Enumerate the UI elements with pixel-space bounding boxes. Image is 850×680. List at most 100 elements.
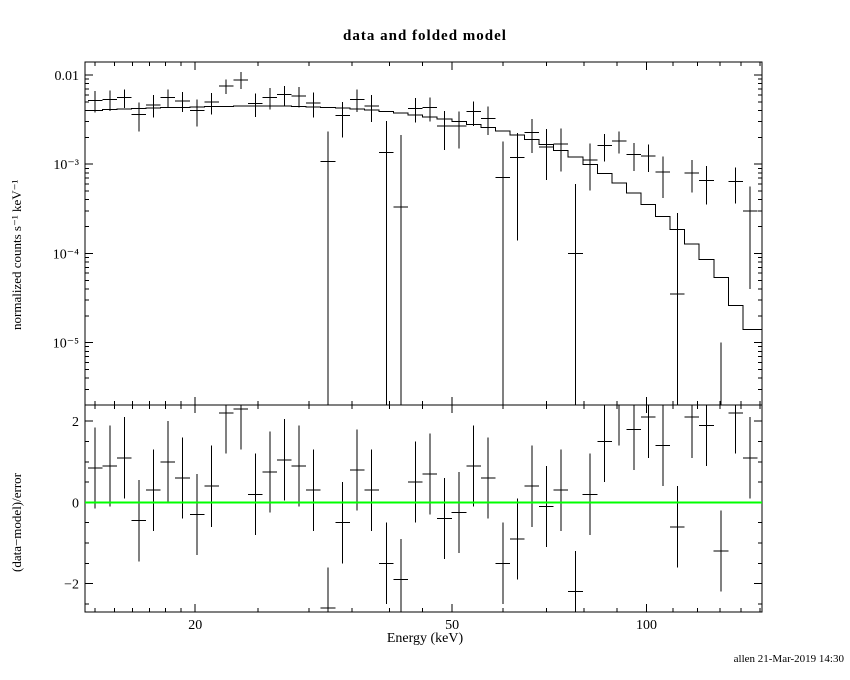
residual-point-cross (670, 486, 685, 568)
residual-point-cross (364, 449, 379, 531)
data-point-cross (495, 141, 510, 405)
residual-point-cross (160, 421, 176, 503)
data-point-cross (408, 97, 423, 123)
data-points (87, 72, 758, 405)
residual-point-cross (131, 480, 147, 562)
data-point-cross (699, 166, 714, 205)
residual-point-cross (378, 522, 394, 604)
residual-point-cross (684, 405, 700, 458)
data-point-cross (742, 186, 758, 289)
residual-point-cross (218, 405, 234, 454)
data-point-cross (524, 118, 540, 154)
data-point-cross (306, 92, 321, 118)
tick-label: 20 (188, 618, 202, 633)
residual-point-cross (597, 405, 612, 483)
y-axis-label-residuals: (data−model)/error (9, 472, 24, 572)
residual-points (87, 405, 758, 612)
data-point-cross (335, 101, 350, 138)
data-point-cross (262, 88, 278, 110)
tick-label: 0 (72, 496, 79, 511)
residual-point-cross (713, 510, 729, 592)
residual-point-cross (524, 445, 540, 527)
residual-point-cross (320, 567, 336, 612)
data-point-cross (189, 99, 205, 127)
residual-point-cross (145, 449, 161, 531)
data-point-cross (160, 89, 176, 108)
residual-point-cross (349, 429, 365, 511)
data-point-cross (218, 79, 234, 94)
data-point-cross (480, 106, 496, 136)
tick-label: 0.01 (55, 69, 80, 84)
residual-point-cross (175, 437, 190, 519)
data-point-cross (728, 167, 743, 204)
tick-labels: 0.01 10⁻³ 10⁻⁴ 10⁻⁵ −2 0 2 20 50 100 (53, 69, 657, 633)
data-point-cross (553, 128, 569, 172)
residual-point-cross (640, 405, 656, 458)
residual-point-cross (291, 425, 307, 507)
tick-label: 10⁻³ (53, 158, 79, 173)
data-point-cross (451, 111, 467, 149)
y-axis-label-counts: normalized counts s⁻¹ keV⁻¹ (9, 179, 24, 330)
data-point-cross (320, 131, 336, 405)
data-point-cross (291, 87, 307, 108)
data-point-cross (684, 159, 700, 193)
data-point-cross (102, 90, 117, 111)
residual-point-cross (422, 433, 438, 515)
tick-label: 100 (636, 618, 657, 633)
tick-label: 2 (72, 415, 79, 430)
top-panel-frame (84, 61, 763, 406)
tick-label: −2 (64, 578, 79, 593)
plot-title: data and folded model (343, 28, 507, 44)
residual-point-cross (247, 453, 263, 535)
data-point-cross (131, 102, 147, 132)
data-point-cross (640, 144, 656, 172)
data-point-cross (87, 91, 103, 113)
data-point-cross (349, 89, 365, 113)
data-point-cross (670, 212, 685, 405)
data-point-cross (116, 89, 132, 108)
data-point-cross (437, 111, 452, 150)
plot-footer-stamp: allen 21-Mar-2019 14:30 (733, 653, 844, 665)
residual-point-cross (728, 405, 743, 454)
data-point-cross (626, 142, 641, 171)
residual-point-cross (451, 471, 467, 554)
residual-point-cross (204, 445, 219, 527)
data-point-cross (364, 94, 379, 122)
data-point-cross (597, 134, 612, 162)
x-axis-label: Energy (keV) (386, 631, 464, 646)
tick-label: 10⁻⁵ (53, 337, 79, 352)
residual-point-cross (102, 425, 117, 507)
data-point-cross (277, 85, 292, 106)
model-step-line (87, 105, 762, 331)
residual-point-cross (655, 405, 671, 487)
tick-label: 50 (445, 618, 459, 633)
residual-point-cross (466, 425, 481, 507)
residual-point-cross (262, 431, 278, 513)
data-point-cross (582, 143, 598, 191)
residual-point-cross (408, 441, 423, 523)
data-point-cross (204, 92, 219, 115)
residual-point-cross (335, 482, 350, 564)
residual-point-cross (611, 405, 627, 446)
residual-point-cross (306, 449, 321, 531)
residual-point-cross (568, 551, 583, 612)
residual-point-cross (437, 478, 452, 560)
residual-point-cross (626, 405, 641, 470)
residual-point-cross (393, 538, 409, 612)
data-point-cross (393, 134, 409, 405)
residual-point-cross (699, 405, 714, 466)
bottom-panel-frame (84, 404, 763, 613)
residual-point-cross (582, 453, 598, 535)
residual-point-cross (87, 427, 103, 509)
data-point-cross (568, 184, 583, 405)
data-point-cross (539, 129, 554, 180)
residual-point-cross (539, 465, 554, 548)
data-point-cross (145, 95, 161, 118)
data-point-cross (655, 156, 671, 198)
residual-point-cross (742, 417, 758, 499)
data-point-cross (466, 101, 481, 127)
residual-point-cross (495, 522, 510, 604)
residual-point-cross (116, 417, 132, 499)
